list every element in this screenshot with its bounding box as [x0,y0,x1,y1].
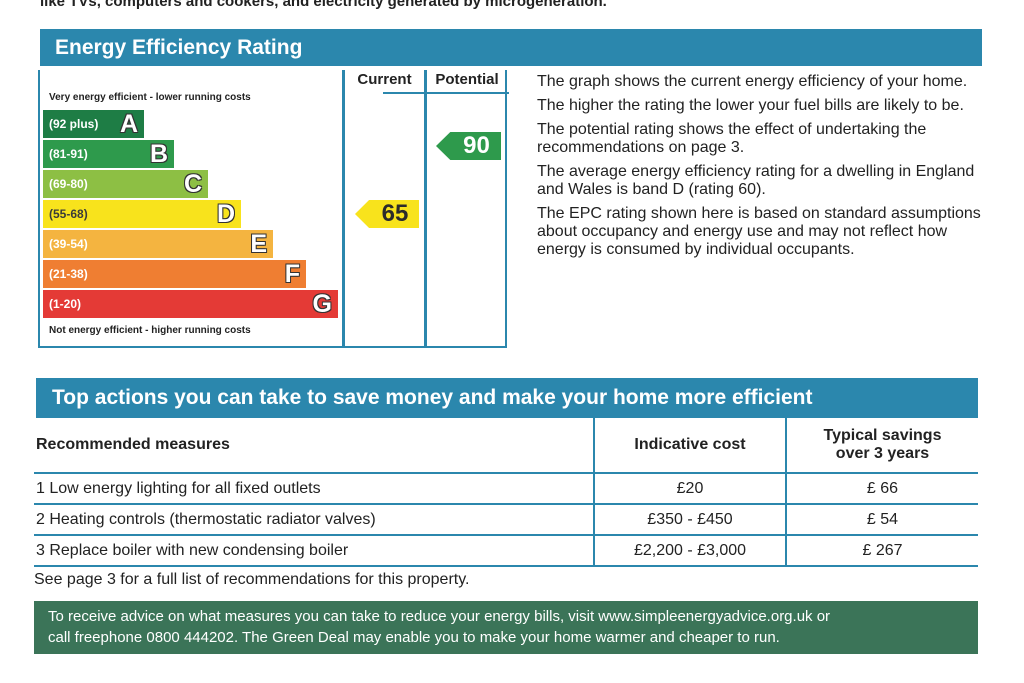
band-range: (1-20) [49,297,82,311]
rating-band-d: (55-68) D [43,200,241,228]
rating-band-c: (69-80) C [43,170,208,198]
band-letter: A [119,109,138,138]
band-range: (92 plus) [49,117,99,131]
table-row: 3 Replace boiler with new condensing boi… [34,535,978,567]
cut-off-text: like TVs, computers and cookers, and ele… [40,0,607,10]
potential-rating-arrow: 90 [436,132,501,160]
header-savings-line1: Typical savings [823,427,942,444]
measure-cell: 2 Heating controls (thermostatic radiato… [34,504,594,536]
current-rating-arrow: 65 [355,200,419,228]
header-cost: Indicative cost [593,418,786,474]
advice-banner: To receive advice on what measures you c… [34,601,978,654]
measure-cell: 3 Replace boiler with new condensing boi… [34,535,594,567]
rating-explanation: The graph shows the current energy effic… [537,73,987,265]
see-page-note: See page 3 for a full list of recommenda… [34,571,470,588]
band-letter: B [149,139,168,168]
potential-column-divider [424,70,427,346]
current-rating-value: 65 [381,200,409,227]
cost-cell: £350 - £450 [593,504,786,536]
explanation-paragraph: The average energy efficiency rating for… [537,163,975,198]
current-column-header: Current [357,71,412,88]
table-row: 2 Heating controls (thermostatic radiato… [34,504,978,536]
table-row: 1 Low energy lighting for all fixed outl… [34,473,978,505]
energy-rating-chart: Current Potential Very energy efficient … [38,70,509,348]
explanation-paragraph: The higher the rating the lower your fue… [537,97,964,114]
top-note: Very energy efficient - lower running co… [49,92,251,103]
header-savings: Typical savings over 3 years [785,418,978,474]
band-range: (21-38) [49,267,88,281]
current-column-divider [342,70,345,346]
savings-cell: £ 267 [785,535,978,567]
savings-cell: £ 66 [785,473,978,505]
header-savings-line2: over 3 years [835,445,930,462]
rating-band-g: (1-20) G [43,290,338,318]
rating-band-f: (21-38) F [43,260,306,288]
rating-band-a: (92 plus) A [43,110,144,138]
rating-band-e: (39-54) E [43,230,273,258]
rating-band-b: (81-91) B [43,140,174,168]
measure-cell: 1 Low energy lighting for all fixed outl… [34,473,594,505]
explanation-paragraph: The graph shows the current energy effic… [537,73,968,90]
band-range: (39-54) [49,237,88,251]
explanation-paragraph: The potential rating shows the effect of… [537,121,927,156]
band-letter: F [284,259,300,288]
potential-column-header: Potential [435,71,499,88]
band-letter: D [216,199,235,228]
band-letter: G [312,289,332,318]
cost-cell: £2,200 - £3,000 [593,535,786,567]
energy-rating-title: Energy Efficiency Rating [40,29,982,66]
explanation-paragraph: The EPC rating shown here is based on st… [537,205,981,258]
potential-rating-value: 90 [463,132,490,159]
table-header-row: Recommended measures Indicative cost Typ… [34,418,978,474]
savings-cell: £ 54 [785,504,978,536]
band-range: (69-80) [49,177,88,191]
bottom-note: Not energy efficient - higher running co… [49,325,251,336]
advice-line: To receive advice on what measures you c… [48,608,831,625]
advice-line: call freephone 0800 444202. The Green De… [48,629,780,646]
band-letter: E [250,229,267,258]
column-header-underline [383,92,509,94]
band-range: (81-91) [49,147,88,161]
actions-title: Top actions you can take to save money a… [36,378,978,418]
band-range: (55-68) [49,207,88,221]
band-letter: C [183,169,202,198]
header-measures: Recommended measures [34,418,594,474]
cost-cell: £20 [593,473,786,505]
actions-table: Recommended measures Indicative cost Typ… [34,418,978,567]
